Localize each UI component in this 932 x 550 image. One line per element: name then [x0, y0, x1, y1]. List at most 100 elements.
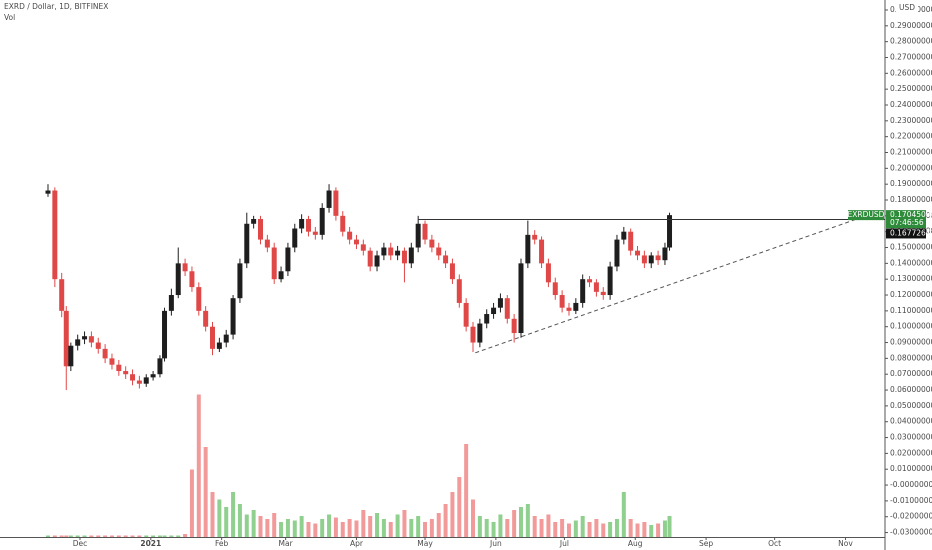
- volume-bar: [484, 519, 489, 537]
- candle-body: [340, 215, 346, 232]
- y-tick-label: 0.03000000: [890, 433, 932, 442]
- volume-bar: [244, 514, 249, 537]
- candle-body: [641, 255, 647, 264]
- currency-box: [896, 2, 918, 14]
- x-tick-label: 2021: [140, 539, 161, 548]
- candle-body: [168, 295, 174, 311]
- volume-bar: [601, 523, 606, 537]
- candle-body: [655, 255, 661, 261]
- candle-body: [545, 263, 551, 283]
- volume-bar: [539, 519, 544, 537]
- candle-body: [539, 239, 545, 264]
- candle-body: [175, 263, 181, 296]
- x-tick-label: Oct: [768, 539, 781, 548]
- candle-body: [518, 263, 524, 334]
- candle-body: [109, 358, 115, 365]
- candle-body: [607, 266, 613, 296]
- volume-bar: [464, 444, 469, 537]
- candle-body: [566, 307, 572, 311]
- volume-bar: [621, 492, 626, 537]
- candle-body: [463, 302, 469, 327]
- candle-body: [95, 342, 101, 349]
- volume-bar: [231, 492, 236, 537]
- volume-bar: [667, 516, 672, 537]
- x-tick-label: Feb: [215, 539, 229, 548]
- volume-bar: [183, 534, 188, 537]
- candle-body: [497, 298, 503, 308]
- volume-bar: [532, 516, 537, 537]
- volume-bar: [123, 535, 128, 537]
- y-tick-label: 0.11000000: [890, 306, 932, 315]
- y-tick-label: 0.22000000: [890, 132, 932, 141]
- candle-body: [82, 336, 88, 340]
- candle-body: [230, 298, 236, 335]
- candle-body: [347, 231, 353, 240]
- volume-bar: [498, 514, 503, 537]
- y-tick-label: -0.03000000: [890, 528, 932, 537]
- volume-bar: [580, 516, 585, 537]
- candle-body: [532, 234, 538, 240]
- candle-body: [443, 255, 449, 264]
- volume-bar: [251, 510, 256, 537]
- candle-body: [68, 345, 74, 367]
- candle-body: [52, 190, 58, 280]
- last-price-tag: [886, 210, 926, 229]
- volume-bar: [169, 535, 174, 537]
- volume-bar: [64, 535, 69, 537]
- candle-body: [353, 239, 359, 245]
- y-tick-label: 0.15000000: [890, 243, 932, 252]
- volume-bar: [347, 519, 352, 537]
- volume-bar: [196, 394, 201, 537]
- y-tick-label: 0.29000000: [890, 21, 932, 30]
- y-tick-label: 0.20000000: [890, 163, 932, 172]
- volume-bar: [402, 510, 407, 537]
- y-tick-label: 0.04000000: [890, 417, 932, 426]
- volume-bar: [450, 492, 455, 537]
- volume-bar: [258, 516, 263, 537]
- candle-body: [299, 219, 305, 229]
- candle-body: [401, 250, 407, 264]
- volume-label: Vol: [4, 13, 15, 22]
- symbol-tag-label: EXRDUSD: [848, 210, 885, 219]
- volume-bar: [477, 516, 482, 537]
- volume-bar: [546, 514, 551, 537]
- volume-bar: [157, 535, 162, 537]
- volume-bar: [375, 513, 380, 537]
- volume-bar: [272, 513, 277, 537]
- volume-bar: [203, 447, 208, 537]
- y-tick-label: 0.10000000: [890, 322, 932, 331]
- volume-bar: [594, 519, 599, 537]
- volume-bar: [443, 504, 448, 537]
- candle-body: [408, 247, 414, 264]
- volume-bar: [608, 522, 613, 537]
- volume-bar: [144, 535, 149, 537]
- y-tick-label: 0.12000000: [890, 290, 932, 299]
- candle-body: [182, 263, 188, 272]
- volume-bar: [662, 520, 667, 537]
- volume-bar: [491, 522, 496, 537]
- candle-body: [45, 190, 51, 194]
- countdown-label: 07:46:56: [890, 218, 924, 227]
- candle-body: [196, 287, 202, 311]
- y-tick-label: 0.19000000: [890, 179, 932, 188]
- candle-body: [388, 247, 394, 256]
- trend-line: [475, 219, 855, 354]
- y-tick-label: 0.08000000: [890, 353, 932, 362]
- y-tick-label: 0.13000000: [890, 274, 932, 283]
- candle-body: [667, 215, 673, 248]
- volume-bar: [361, 510, 366, 537]
- volume-bar: [512, 510, 517, 537]
- candle-body: [593, 282, 599, 292]
- line-price-label: 0.16772672: [890, 228, 932, 237]
- candle-body: [614, 239, 620, 267]
- candle-body: [285, 247, 291, 272]
- candle-body: [587, 279, 593, 283]
- volume-bar: [573, 520, 578, 537]
- volume-bar: [82, 535, 87, 537]
- volume-bar: [368, 516, 373, 537]
- candle-body: [264, 239, 270, 248]
- candle-body: [116, 364, 122, 372]
- candle-body: [210, 326, 216, 349]
- candle-body: [422, 223, 428, 240]
